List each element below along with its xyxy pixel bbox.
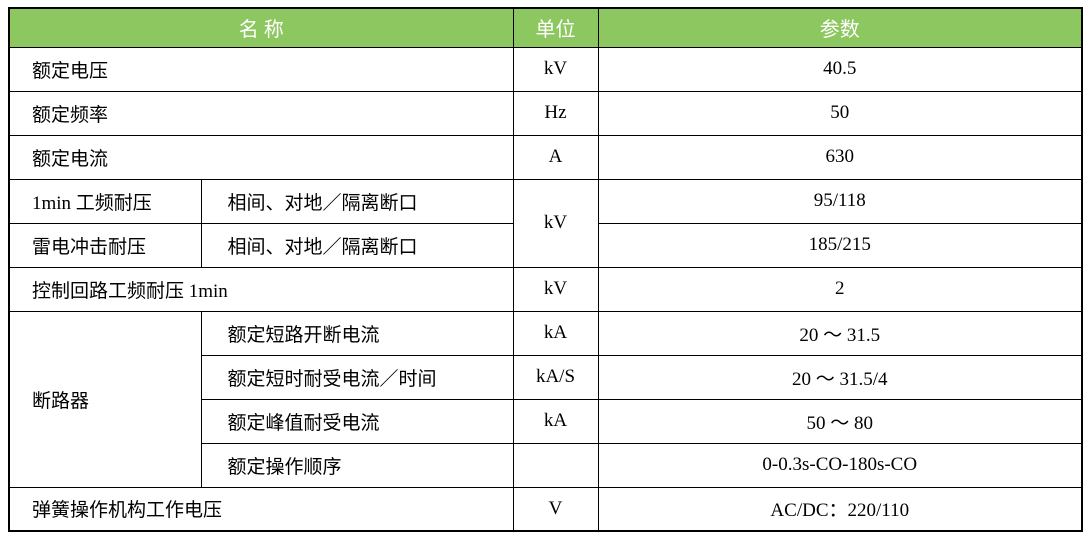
param-cell: 0-0.3s-CO-180s-CO [597, 442, 1083, 488]
row-name-cell: 1min 工频耐压 [8, 178, 202, 224]
table-row: 额定电流 A 630 [8, 134, 1083, 180]
row-name-cell-merged: 断路器 [8, 310, 202, 488]
param-cell: 185/215 [597, 222, 1083, 268]
header-param-cell: 参数 [597, 7, 1083, 48]
param-cell: 40.5 [597, 46, 1083, 92]
param-cell: 630 [597, 134, 1083, 180]
row-name-cell: 控制回路工频耐压 1min [8, 266, 514, 312]
sub-name-cell: 额定短路开断电流 [200, 310, 514, 356]
param-cell: 50 ～ 80 [597, 398, 1083, 444]
row-name-cell: 额定频率 [8, 90, 514, 136]
param-cell: 20 ～ 31.5/4 [597, 354, 1083, 400]
param-cell: AC/DC：220/110 [597, 486, 1083, 532]
unit-cell: kV [512, 46, 599, 92]
header-unit-cell: 单位 [512, 7, 599, 48]
table-header-row: 名 称 单位 参数 [8, 7, 1083, 48]
table-row: 额定频率 Hz 50 [8, 90, 1083, 136]
row-name-cell: 雷电冲击耐压 [8, 222, 202, 268]
sub-name-cell: 额定操作顺序 [200, 442, 514, 488]
unit-cell: V [512, 486, 599, 532]
unit-cell: kA/S [512, 354, 599, 400]
table-row: 额定峰值耐受电流 kA 50 ～ 80 [9, 398, 1083, 444]
param-cell: 95/118 [597, 178, 1083, 224]
row-name-cell: 弹簧操作机构工作电压 [8, 486, 514, 532]
sub-name-cell: 额定峰值耐受电流 [200, 398, 514, 444]
table-row: 额定操作顺序 0-0.3s-CO-180s-CO [9, 442, 1083, 488]
unit-cell-merged: kV [512, 178, 599, 268]
table-row: 控制回路工频耐压 1min kV 2 [8, 266, 1083, 312]
sub-name-cell: 相间、对地／隔离断口 [200, 178, 514, 224]
param-cell: 2 [597, 266, 1083, 312]
unit-cell: kA [512, 310, 599, 356]
param-cell: 20 ～ 31.5 [597, 310, 1083, 356]
header-name-cell: 名 称 [8, 7, 514, 48]
sub-name-cell: 相间、对地／隔离断口 [200, 222, 514, 268]
table-row: 额定电压 kV 40.5 [8, 46, 1083, 92]
unit-cell-empty [512, 442, 599, 488]
row-name-cell: 额定电流 [8, 134, 514, 180]
table-row: 雷电冲击耐压 相间、对地／隔离断口 185/215 [8, 222, 1083, 268]
spec-table: 名 称 单位 参数 额定电压 kV 40.5 额定频率 Hz 50 额定电流 A… [8, 7, 1083, 532]
unit-cell: A [512, 134, 599, 180]
table-row: 弹簧操作机构工作电压 V AC/DC：220/110 [8, 486, 1083, 532]
table-row: 额定短时耐受电流／时间 kA/S 20 ～ 31.5/4 [9, 354, 1083, 400]
row-name-cell: 额定电压 [8, 46, 514, 92]
unit-cell: kV [512, 266, 599, 312]
unit-cell: Hz [512, 90, 599, 136]
param-cell: 50 [597, 90, 1083, 136]
sub-name-cell: 额定短时耐受电流／时间 [200, 354, 514, 400]
unit-cell: kA [512, 398, 599, 444]
table-row: 断路器 额定短路开断电流 kA 20 ～ 31.5 [8, 310, 1083, 488]
table-row: 1min 工频耐压 相间、对地／隔离断口 kV 95/118 [8, 178, 1083, 268]
